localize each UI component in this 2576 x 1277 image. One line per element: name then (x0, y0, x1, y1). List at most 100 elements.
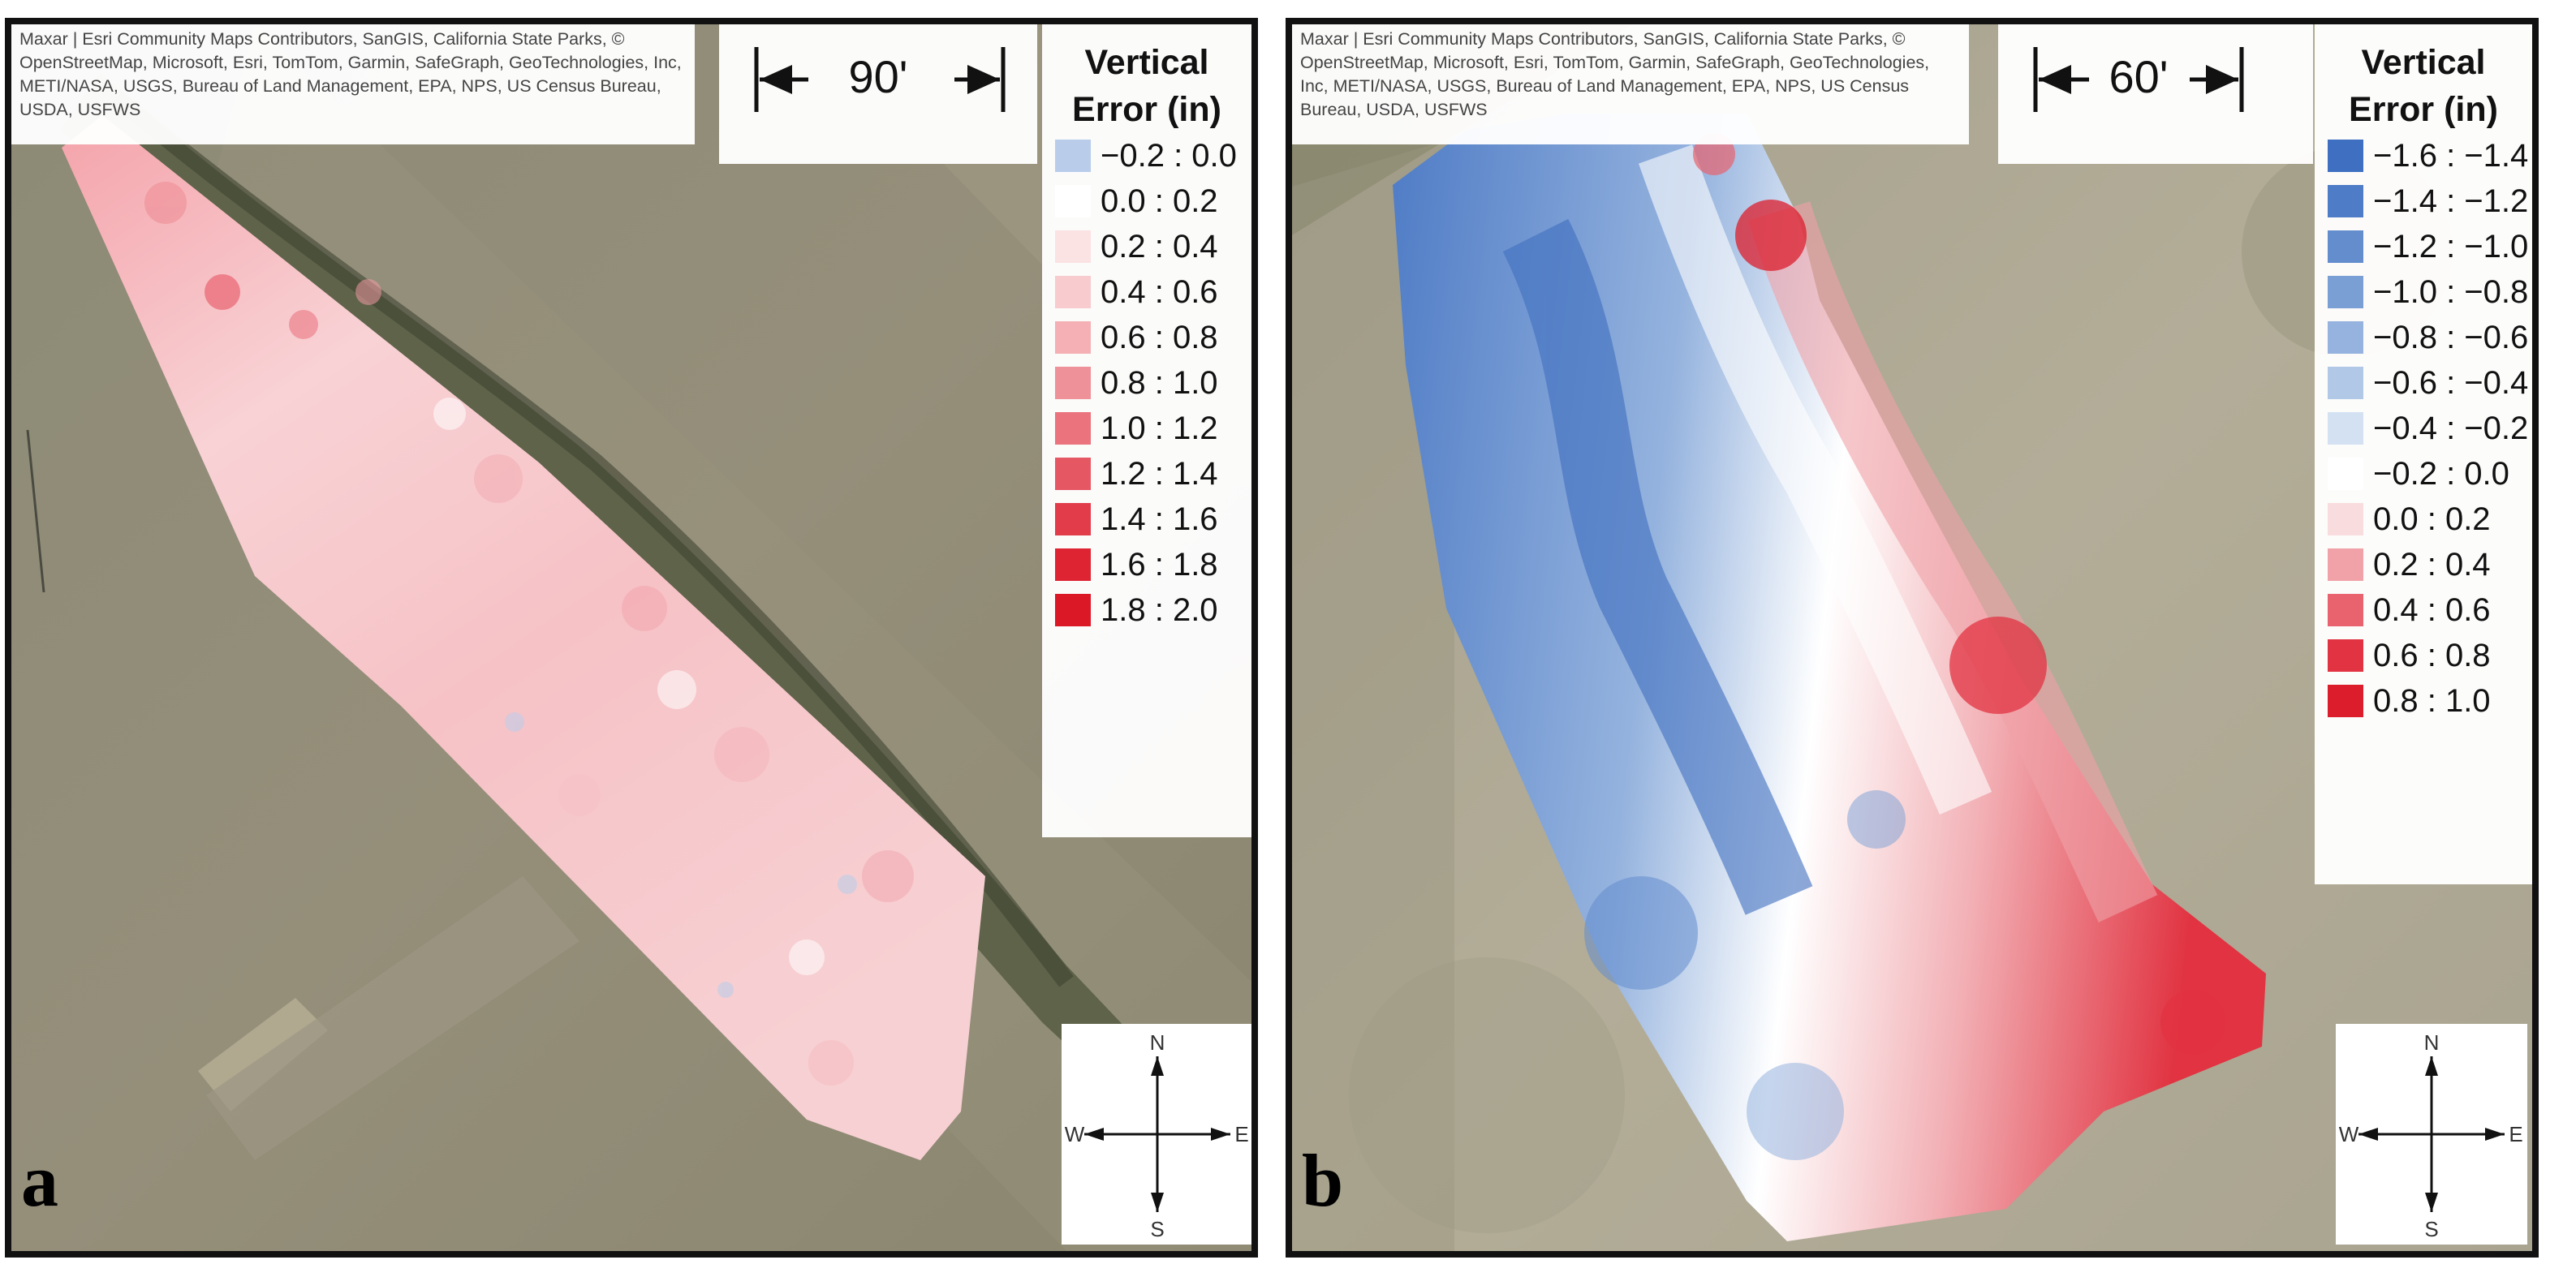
legend-item: 0.2 : 0.4 (2315, 542, 2532, 587)
legend-range: −0.2 : 0.0 (1101, 137, 1237, 174)
legend-item: −0.8 : −0.6 (2315, 315, 2532, 360)
legend-swatch (1055, 276, 1091, 308)
scale-distance: 90' (848, 51, 908, 102)
legend-items: −1.6 : −1.4 −1.4 : −1.2 −1.2 : −1.0 −1.0 : … (2315, 133, 2532, 724)
compass-s: S (1150, 1217, 1164, 1241)
compass: N S W E (2336, 1024, 2527, 1245)
legend-title: Vertical Error (in) (2349, 43, 2498, 129)
legend-item: −0.2 : 0.0 (2315, 451, 2532, 497)
legend-range: −1.2 : −1.0 (2373, 228, 2529, 264)
legend-swatch (2328, 458, 2363, 490)
legend-swatch (2328, 185, 2363, 217)
legend-item: −1.2 : −1.0 (2315, 224, 2532, 269)
legend-swatch (2328, 685, 2363, 717)
legend-range: −0.2 : 0.0 (2373, 455, 2509, 492)
compass-n: N (2424, 1030, 2440, 1055)
legend-range: 0.6 : 0.8 (1101, 319, 1218, 355)
legend-item: −0.6 : −0.4 (2315, 360, 2532, 406)
legend-item: 0.4 : 0.6 (2315, 587, 2532, 633)
scale-bar: 90' (719, 24, 1037, 164)
legend-range: 0.8 : 1.0 (1101, 364, 1218, 401)
legend-item: −1.6 : −1.4 (2315, 133, 2532, 178)
legend-swatch (2328, 503, 2363, 535)
compass-w: W (2339, 1122, 2359, 1146)
legend-swatch (1055, 458, 1091, 490)
legend-range: 0.0 : 0.2 (1101, 183, 1218, 219)
legend-range: −0.4 : −0.2 (2373, 410, 2529, 446)
legend-range: −1.6 : −1.4 (2373, 137, 2529, 174)
legend-range: 1.0 : 1.2 (1101, 410, 1218, 446)
legend-swatch (2328, 594, 2363, 626)
legend-swatch (2328, 548, 2363, 581)
legend-swatch (2328, 412, 2363, 445)
legend-swatch (1055, 185, 1091, 217)
scale-bar: 60' (1998, 24, 2313, 164)
legend-item: 1.4 : 1.6 (1042, 497, 1251, 542)
compass-n: N (1150, 1030, 1165, 1055)
legend-item: −1.0 : −0.8 (2315, 269, 2532, 315)
compass-w: W (1065, 1122, 1085, 1146)
legend-swatch (2328, 230, 2363, 263)
scale-arrows-icon (754, 47, 1006, 112)
legend-swatch (1055, 367, 1091, 399)
legend-range: −1.0 : −0.8 (2373, 273, 2529, 310)
legend-range: 0.0 : 0.2 (2373, 501, 2491, 537)
legend: Vertical Error (in) −0.2 : 0.0 0.0 : 0.2 0… (1042, 24, 1251, 837)
legend-swatch (2328, 639, 2363, 672)
compass-rose-icon: N S W E (2339, 1030, 2523, 1241)
legend-item: 0.4 : 0.6 (1042, 269, 1251, 315)
legend-item: 0.0 : 0.2 (2315, 497, 2532, 542)
legend-range: 0.6 : 0.8 (2373, 637, 2491, 673)
panel-label: b (1302, 1139, 1344, 1222)
legend-range: 1.6 : 1.8 (1101, 546, 1218, 583)
compass-e: E (2509, 1122, 2522, 1146)
legend-swatch (1055, 548, 1091, 581)
legend-item: 0.8 : 1.0 (2315, 678, 2532, 724)
legend-swatch (1055, 412, 1091, 445)
legend-swatch (2328, 321, 2363, 354)
legend-range: 0.2 : 0.4 (2373, 546, 2491, 583)
legend-item: 0.0 : 0.2 (1042, 178, 1251, 224)
map-panel-b: Maxar | Esri Community Maps Contributors… (1286, 18, 2539, 1258)
compass-rose-icon: N S W E (1065, 1030, 1249, 1241)
legend-swatch (1055, 321, 1091, 354)
legend-swatch (2328, 367, 2363, 399)
legend-item: 0.6 : 0.8 (1042, 315, 1251, 360)
legend-range: 0.2 : 0.4 (1101, 228, 1218, 264)
legend-swatch (1055, 594, 1091, 626)
legend-item: 1.6 : 1.8 (1042, 542, 1251, 587)
legend-range: 1.8 : 2.0 (1101, 591, 1218, 628)
scale-distance: 60' (2109, 51, 2169, 102)
legend-item: 0.2 : 0.4 (1042, 224, 1251, 269)
legend-swatch (1055, 503, 1091, 535)
legend-item: 1.0 : 1.2 (1042, 406, 1251, 451)
legend-item: 1.2 : 1.4 (1042, 451, 1251, 497)
legend-item: −0.2 : 0.0 (1042, 133, 1251, 178)
legend-title: Vertical Error (in) (1072, 43, 1221, 129)
map-attribution: Maxar | Esri Community Maps Contributors… (1292, 24, 1969, 144)
legend-item: −0.4 : −0.2 (2315, 406, 2532, 451)
legend-range: 0.8 : 1.0 (2373, 682, 2491, 719)
legend-range: 0.4 : 0.6 (2373, 591, 2491, 628)
legend-range: 0.4 : 0.6 (1101, 273, 1218, 310)
legend: Vertical Error (in) −1.6 : −1.4 −1.4 : −1… (2315, 24, 2532, 884)
legend-item: −1.4 : −1.2 (2315, 178, 2532, 224)
compass: N S W E (1062, 1024, 1251, 1245)
map-attribution: Maxar | Esri Community Maps Contributors… (11, 24, 695, 144)
legend-swatch (1055, 140, 1091, 172)
legend-items: −0.2 : 0.0 0.0 : 0.2 0.2 : 0.4 0.4 : 0.6 0.6… (1042, 133, 1251, 633)
compass-e: E (1234, 1122, 1248, 1146)
compass-s: S (2424, 1217, 2438, 1241)
panel-label: a (21, 1139, 58, 1222)
legend-range: −0.6 : −0.4 (2373, 364, 2529, 401)
legend-item: 0.8 : 1.0 (1042, 360, 1251, 406)
legend-range: 1.2 : 1.4 (1101, 455, 1218, 492)
legend-swatch (1055, 230, 1091, 263)
legend-range: 1.4 : 1.6 (1101, 501, 1218, 537)
map-panel-a: Maxar | Esri Community Maps Contributors… (5, 18, 1258, 1258)
legend-range: −0.8 : −0.6 (2373, 319, 2529, 355)
scale-arrows-icon (2033, 47, 2244, 112)
legend-range: −1.4 : −1.2 (2373, 183, 2529, 219)
legend-item: 0.6 : 0.8 (2315, 633, 2532, 678)
legend-swatch (2328, 276, 2363, 308)
